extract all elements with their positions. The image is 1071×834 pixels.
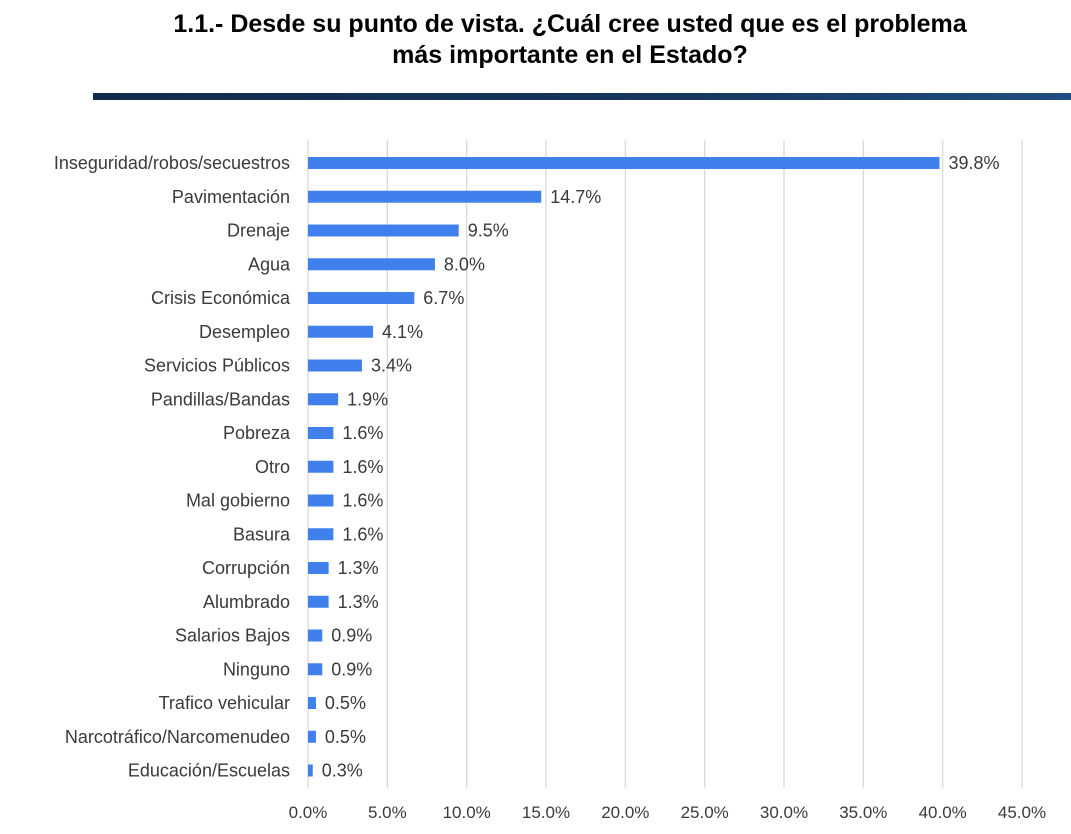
- category-label: Pobreza: [223, 423, 291, 443]
- bar: [308, 325, 374, 338]
- x-tick-label: 10.0%: [443, 803, 491, 822]
- bar: [308, 190, 542, 203]
- category-label: Desempleo: [199, 322, 290, 342]
- data-labels: 39.8% 14.7% 9.5% 8.0% 6.7%4.1% 3.4% 1.9% 1.6% 1.…: [322, 153, 1000, 781]
- bar: [308, 157, 940, 169]
- data-label: 1.6%: [342, 457, 383, 477]
- bar: [308, 764, 313, 777]
- data-label: 39.8%: [948, 153, 999, 173]
- x-tick-label: 20.0%: [601, 803, 649, 822]
- data-label: 0.9%: [331, 659, 372, 679]
- x-tick-label: 35.0%: [839, 803, 887, 822]
- bar: [308, 595, 329, 608]
- bar: [308, 494, 334, 507]
- data-label: 0.9%: [331, 626, 372, 646]
- category-label: Inseguridad/robos/secuestros: [54, 153, 290, 173]
- data-label: 0.3%: [322, 761, 363, 781]
- x-tick-label: 40.0%: [919, 803, 967, 822]
- x-tick-label: 30.0%: [760, 803, 808, 822]
- x-tick-label: 5.0%: [368, 803, 407, 822]
- bar: [308, 528, 334, 541]
- x-tick-label: 25.0%: [681, 803, 729, 822]
- bar: [308, 629, 323, 642]
- category-labels: Inseguridad/robos/secuestros Pavimentació…: [54, 153, 291, 781]
- bar: [308, 292, 415, 304]
- bar: [308, 427, 334, 439]
- category-label: Narcotráfico/Narcomenudeo: [65, 727, 290, 747]
- data-label: 0.5%: [325, 693, 366, 713]
- category-label: Drenaje: [227, 221, 290, 241]
- data-label: 1.3%: [338, 558, 379, 578]
- category-label: Educación/Escuelas: [128, 761, 290, 781]
- bar: [308, 562, 329, 574]
- data-label: 4.1%: [382, 322, 423, 342]
- title-line-2: más importante en el Estado?: [392, 41, 748, 69]
- category-label: Salarios Bajos: [175, 626, 290, 646]
- category-label: Pavimentación: [172, 187, 290, 207]
- category-label: Servicios Públicos: [144, 356, 290, 376]
- data-label: 3.4%: [371, 356, 412, 376]
- data-label: 1.3%: [338, 592, 379, 612]
- bar: [308, 393, 339, 406]
- category-label: Alumbrado: [203, 592, 290, 612]
- category-label: Basura: [233, 524, 291, 544]
- category-label: Crisis Económica: [151, 288, 291, 308]
- data-label: 9.5%: [468, 221, 509, 241]
- category-label: Corrupción: [202, 558, 290, 578]
- data-label: 1.6%: [342, 524, 383, 544]
- title-divider: [93, 93, 1071, 100]
- data-label: 0.5%: [325, 727, 366, 747]
- bar: [308, 663, 323, 676]
- data-label: 14.7%: [550, 187, 601, 207]
- bar: [308, 258, 435, 271]
- bar: [308, 359, 362, 372]
- x-tick-label: 0.0%: [289, 803, 328, 822]
- bar: [308, 697, 316, 709]
- page-title: 1.1.- Desde su punto de vista. ¿Cuál cre…: [80, 9, 1060, 71]
- data-label: 8.0%: [444, 254, 485, 274]
- bar: [308, 460, 334, 473]
- data-label: 6.7%: [423, 288, 464, 308]
- bar-chart: Inseguridad/robos/secuestros Pavimentació…: [54, 140, 1046, 822]
- category-label: Pandillas/Bandas: [151, 389, 290, 409]
- data-label: 1.9%: [347, 389, 388, 409]
- category-label: Trafico vehicular: [159, 693, 290, 713]
- category-label: Agua: [248, 254, 291, 274]
- bars: [308, 157, 940, 777]
- x-tick-label: 45.0%: [998, 803, 1046, 822]
- category-label: Otro: [255, 457, 290, 477]
- bar: [308, 730, 316, 743]
- data-label: 1.6%: [342, 423, 383, 443]
- category-label: Mal gobierno: [186, 491, 290, 511]
- category-label: Ninguno: [223, 659, 290, 679]
- title-line-1: 1.1.- Desde su punto de vista. ¿Cuál cre…: [173, 10, 967, 38]
- x-tick-label: 15.0%: [522, 803, 570, 822]
- x-axis-ticks: 0.0% 5.0% 10.0% 15.0% 20.0% 25.0% 30.0% 35.0% 40…: [289, 803, 1046, 822]
- gridlines: [307, 140, 1023, 788]
- data-label: 1.6%: [342, 491, 383, 511]
- bar: [308, 224, 459, 237]
